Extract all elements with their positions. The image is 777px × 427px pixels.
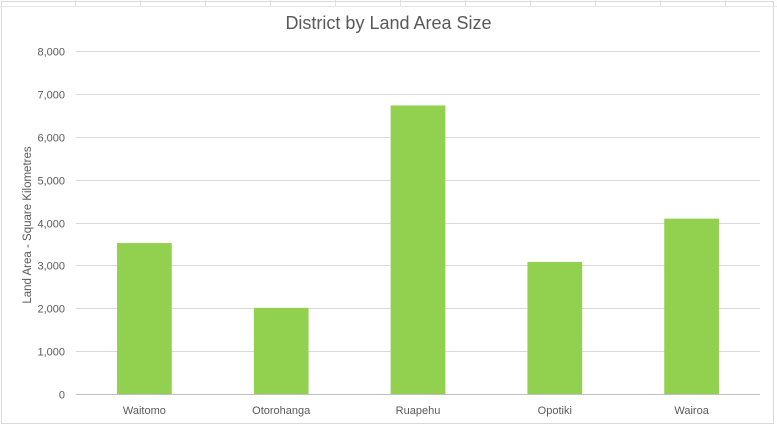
x-tick-label: Otorohanga — [252, 405, 311, 417]
y-tick-label: 2,000 — [37, 304, 65, 316]
x-tick-label: Waitomo — [123, 405, 166, 417]
x-tick-label: Ruapehu — [396, 405, 441, 417]
bar[interactable] — [664, 218, 719, 394]
bar[interactable] — [117, 243, 172, 394]
x-tick-label: Opotiki — [538, 405, 572, 417]
y-tick-label: 7,000 — [37, 90, 65, 102]
y-tick-label: 0 — [59, 390, 65, 402]
y-tick-label: 8,000 — [37, 47, 65, 59]
y-tick-label: 5,000 — [37, 176, 65, 188]
x-tick-label: Wairoa — [674, 405, 709, 417]
bar[interactable] — [253, 307, 309, 394]
y-tick-label: 4,000 — [37, 219, 65, 231]
chart-title: District by Land Area Size — [285, 13, 492, 33]
bar[interactable] — [390, 105, 446, 395]
spreadsheet-gridlines — [0, 0, 777, 7]
y-tick-label: 3,000 — [37, 261, 65, 273]
y-tick-label: 1,000 — [37, 347, 65, 359]
y-tick-label: 6,000 — [37, 133, 65, 145]
bar[interactable] — [527, 261, 583, 394]
